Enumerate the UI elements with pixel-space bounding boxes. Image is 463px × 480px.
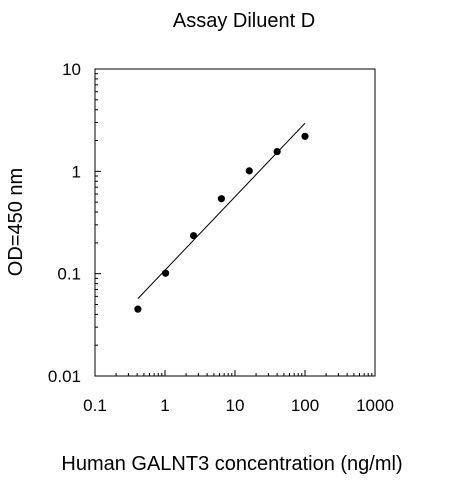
- data-point: [189, 232, 198, 240]
- data-point: [245, 167, 253, 175]
- x-axis-label: Human GALNT3 concentration (ng/ml): [61, 453, 402, 475]
- x-tick-label: 1: [160, 396, 169, 415]
- y-tick-label: 1: [72, 162, 81, 181]
- y-axis-label: OD=450 nm: [5, 168, 27, 276]
- y-tick-label: 0.1: [57, 265, 81, 284]
- data-point: [301, 132, 309, 140]
- data-point: [217, 195, 226, 203]
- x-tick-label: 100: [291, 396, 319, 415]
- chart-title: Assay Diluent D: [173, 10, 315, 32]
- data-point: [134, 305, 142, 313]
- x-tick-label: 0.1: [83, 396, 107, 415]
- plot-frame: [94, 68, 376, 377]
- y-tick-label: 10: [62, 60, 81, 79]
- x-tick-label: 1000: [356, 396, 394, 415]
- y-tick-label: 0.01: [48, 367, 81, 386]
- data-point: [162, 269, 170, 277]
- x-tick-label: 10: [226, 396, 245, 415]
- data-point: [273, 147, 281, 156]
